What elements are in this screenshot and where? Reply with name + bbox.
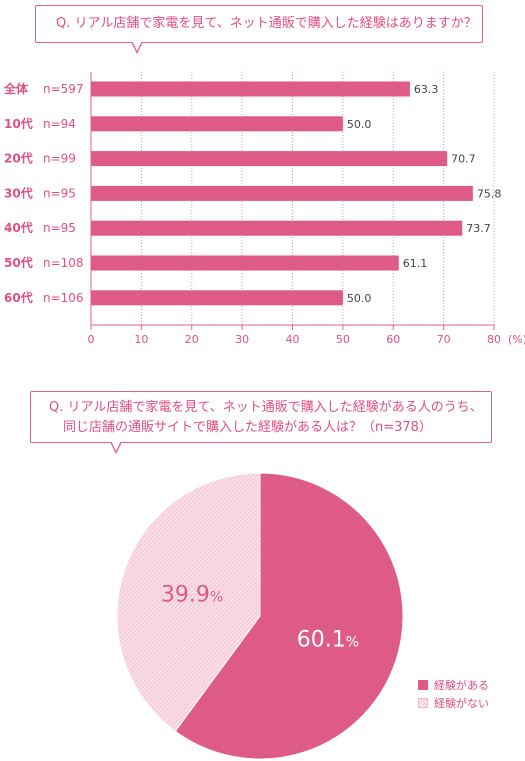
sample-size-label: n=106 <box>43 291 84 305</box>
x-tick-label: 0 <box>88 333 95 346</box>
bar-value-label: 50.0 <box>347 118 372 131</box>
bar-value-label: 70.7 <box>451 153 476 166</box>
category-label: 30代 <box>4 185 33 200</box>
pie-slice <box>116 472 261 732</box>
legend-swatch-no <box>418 698 428 708</box>
question-2-bubble: Q. リアル店舗で家電を見て、ネット通販で購入した経験がある人のうち、 同じ店舗… <box>30 391 492 454</box>
sample-size-label: n=99 <box>43 152 76 166</box>
x-tick-label: 30 <box>235 333 249 346</box>
x-tick-label: 10 <box>134 333 148 346</box>
legend-label-yes: 経験がある <box>434 679 489 692</box>
bar-chart: 0 10 20 30 40 50 60 70 80 (%) 全体 n=597 63.3 10代 n=94 50… <box>3 72 525 346</box>
legend-item-no: 経験がない <box>418 694 489 712</box>
x-tick-label: 70 <box>437 333 451 346</box>
bar <box>91 116 343 132</box>
x-tick-label: 50 <box>336 333 350 346</box>
bar-value-label: 61.1 <box>403 257 428 270</box>
x-tick-label: 40 <box>286 333 300 346</box>
x-unit-label: (%) <box>508 333 525 346</box>
category-label: 60代 <box>4 290 33 305</box>
bar <box>91 290 343 306</box>
category-label: 10代 <box>4 116 33 131</box>
category-label: 50代 <box>4 255 33 270</box>
bubble-tail <box>110 441 122 454</box>
question-2-line-1: Q. リアル店舗で家電を見て、ネット通販で購入した経験がある人のうち、 <box>49 400 483 415</box>
legend-item-yes: 経験がある <box>418 676 489 694</box>
category-label: 全体 <box>3 81 29 96</box>
bubble-tail <box>131 41 143 54</box>
bar <box>91 81 410 97</box>
sample-size-label: n=108 <box>43 256 84 270</box>
bar <box>91 220 463 236</box>
pie-value-label: 39.9% <box>161 583 223 608</box>
bar-value-label: 73.7 <box>466 222 491 235</box>
x-tick-label: 20 <box>185 333 199 346</box>
x-tick-label: 60 <box>386 333 400 346</box>
sample-size-label: n=95 <box>43 186 76 200</box>
legend-label-no: 経験がない <box>434 697 489 710</box>
pie-slice <box>174 472 404 760</box>
x-tick-label: 80 <box>487 333 501 346</box>
bar <box>91 255 399 271</box>
bar-value-label: 63.3 <box>414 83 439 96</box>
bar <box>91 185 473 201</box>
sample-size-label: n=597 <box>43 82 84 96</box>
legend-swatch-yes <box>418 680 428 690</box>
pie-legend: 経験がある 経験がない <box>418 676 489 712</box>
bar-value-label: 75.8 <box>477 187 502 200</box>
question-2-line-2: 同じ店舗の通販サイトで購入した経験がある人は？（n=378） <box>63 420 432 435</box>
category-label: 20代 <box>4 151 33 166</box>
question-1-text: Q. リアル店舗で家電を見て、ネット通販で購入した経験はありますか？ <box>56 16 477 31</box>
bar-value-label: 50.0 <box>347 292 372 305</box>
category-label: 40代 <box>4 220 33 235</box>
sample-size-label: n=94 <box>43 117 76 131</box>
question-1-bubble: Q. リアル店舗で家電を見て、ネット通販で購入した経験はありますか？ <box>35 5 483 54</box>
bar <box>91 151 448 167</box>
sample-size-label: n=95 <box>43 221 76 235</box>
pie-value-label: 60.1% <box>297 627 359 652</box>
